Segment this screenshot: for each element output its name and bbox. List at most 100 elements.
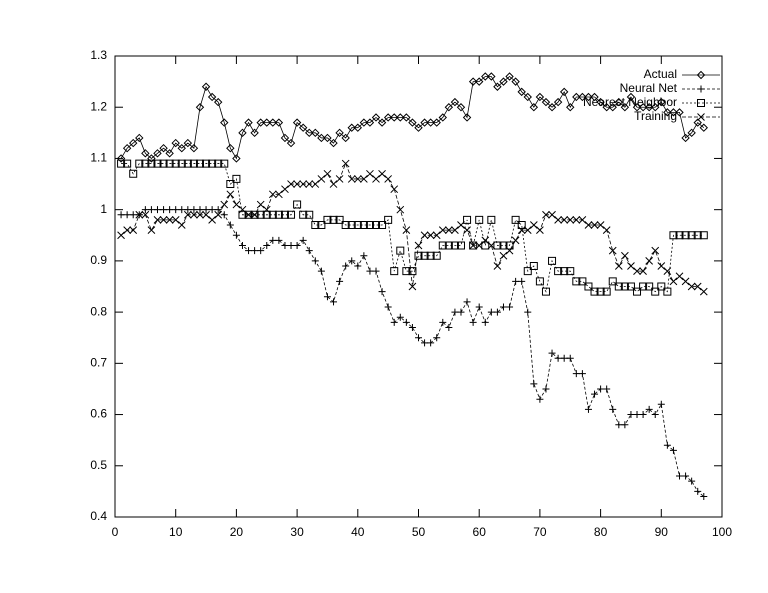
point <box>123 211 131 219</box>
point <box>548 210 556 219</box>
point <box>415 334 422 342</box>
point <box>681 133 690 143</box>
point <box>523 267 532 276</box>
point <box>396 113 405 122</box>
point <box>639 411 647 419</box>
point <box>657 282 666 291</box>
x-tick-label: 70 <box>533 525 547 539</box>
point <box>281 242 289 250</box>
point <box>572 216 581 224</box>
point <box>511 215 520 224</box>
point <box>305 210 314 219</box>
point <box>196 210 204 219</box>
point <box>432 118 441 127</box>
point <box>287 242 295 250</box>
point <box>693 118 702 127</box>
point <box>341 133 350 143</box>
point <box>517 221 526 230</box>
x-tick-label: 30 <box>290 525 304 539</box>
y-tick-label: 1.2 <box>90 99 107 113</box>
point <box>208 206 216 214</box>
point <box>390 267 399 276</box>
point <box>493 308 501 316</box>
point <box>250 128 259 138</box>
point <box>190 206 198 214</box>
point <box>536 395 544 403</box>
point <box>578 92 587 102</box>
point <box>189 143 199 153</box>
point <box>129 169 138 178</box>
point <box>305 180 314 188</box>
point <box>348 257 356 265</box>
point <box>584 221 593 229</box>
point <box>275 190 283 199</box>
point <box>663 287 672 296</box>
point <box>195 103 205 112</box>
point <box>675 108 684 117</box>
point <box>505 241 514 250</box>
y-tick-label: 1 <box>100 202 107 216</box>
point <box>633 411 641 419</box>
point <box>542 385 550 393</box>
legend-label: Actual <box>644 67 677 81</box>
point <box>682 472 690 480</box>
point <box>445 323 453 331</box>
point <box>644 103 654 112</box>
point <box>584 282 593 291</box>
point <box>669 108 678 117</box>
point <box>396 205 405 214</box>
x-tick-label: 100 <box>712 525 732 539</box>
point <box>481 318 489 326</box>
point <box>554 354 562 362</box>
point <box>250 210 259 219</box>
point <box>365 118 375 127</box>
point <box>439 318 447 326</box>
point <box>578 216 587 224</box>
point <box>421 339 429 347</box>
point <box>645 257 654 265</box>
point <box>220 200 229 209</box>
point <box>487 215 496 224</box>
point <box>238 128 247 138</box>
point <box>499 77 508 86</box>
point <box>475 241 484 250</box>
point <box>178 206 186 214</box>
point <box>184 206 192 214</box>
point <box>523 92 532 102</box>
point <box>475 215 484 224</box>
point <box>693 282 702 291</box>
point <box>262 118 271 127</box>
point <box>317 221 326 230</box>
y-tick-label: 1.3 <box>90 48 107 62</box>
point <box>402 113 411 122</box>
point <box>202 210 210 219</box>
point <box>220 211 228 219</box>
point <box>293 180 301 188</box>
point <box>462 113 472 122</box>
point <box>572 370 580 378</box>
x-tick-label: 50 <box>412 525 426 539</box>
point <box>384 303 392 311</box>
x-tick-label: 20 <box>230 525 244 539</box>
point <box>226 180 235 189</box>
point <box>536 226 544 235</box>
point <box>506 303 514 311</box>
point <box>336 277 344 285</box>
point <box>408 282 417 291</box>
point <box>378 169 386 178</box>
y-tick-label: 0.9 <box>90 253 107 267</box>
point <box>299 180 308 188</box>
point <box>481 72 490 81</box>
point <box>566 354 574 362</box>
point <box>553 97 563 107</box>
point <box>511 236 520 245</box>
point <box>353 123 363 132</box>
point <box>360 175 368 183</box>
point <box>232 200 241 209</box>
point <box>694 487 702 495</box>
legend-marker <box>697 99 705 107</box>
x-tick-label: 60 <box>473 525 487 539</box>
point <box>657 400 665 408</box>
point <box>171 138 180 148</box>
point <box>474 77 484 86</box>
